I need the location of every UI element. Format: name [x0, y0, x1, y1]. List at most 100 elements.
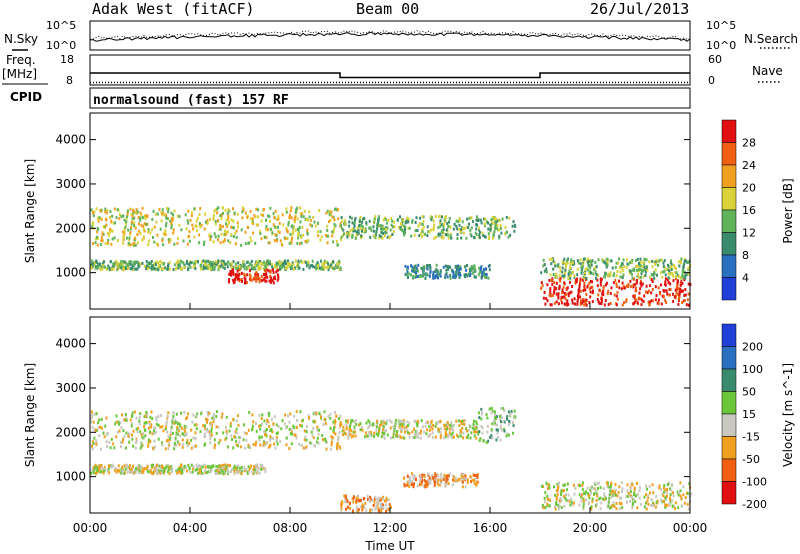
- echo-cell: [380, 231, 383, 234]
- echo-cell: [200, 263, 202, 267]
- echo-cell: [128, 463, 131, 467]
- echo-cell: [682, 493, 685, 497]
- echo-cell: [240, 278, 243, 281]
- echo-cell: [461, 480, 464, 484]
- echo-cell: [672, 263, 675, 267]
- echo-cell: [436, 272, 439, 276]
- echo-cell: [395, 419, 398, 422]
- echo-cell: [639, 279, 642, 283]
- echo-cell: [385, 507, 388, 511]
- echo-cell: [569, 276, 572, 280]
- echo-cell: [669, 287, 672, 291]
- echo-cell: [612, 501, 615, 505]
- echo-cell: [597, 486, 599, 490]
- echo-cell: [625, 495, 628, 499]
- echo-cell: [382, 419, 385, 423]
- echo-cell: [503, 429, 506, 433]
- echo-cell: [638, 489, 641, 493]
- echo-cell: [174, 418, 177, 422]
- echo-cell: [141, 238, 144, 242]
- echo-cell: [344, 419, 347, 423]
- echo-cell: [247, 428, 250, 432]
- echo-cell: [179, 424, 182, 428]
- echo-cell: [567, 273, 570, 277]
- echo-cell: [315, 266, 318, 270]
- echo-cell: [480, 417, 483, 421]
- echo-cell: [160, 219, 163, 223]
- echo-cell: [443, 218, 446, 222]
- echo-cell: [478, 416, 481, 420]
- echo-cell: [429, 478, 432, 482]
- echo-cell: [228, 429, 231, 433]
- echo-cell: [248, 269, 251, 273]
- echo-cell: [224, 229, 226, 233]
- echo-cell: [440, 427, 443, 431]
- echo-cell: [107, 238, 110, 242]
- echo-cell: [381, 503, 384, 507]
- echo-cell: [469, 272, 472, 276]
- echo-cell: [440, 472, 443, 476]
- echo-cell: [170, 222, 173, 225]
- echo-cell: [101, 232, 104, 236]
- echo-cell: [375, 506, 378, 510]
- echo-cell: [644, 268, 646, 272]
- echo-cell: [283, 422, 286, 426]
- echo-cell: [116, 239, 119, 243]
- echo-cell: [229, 421, 232, 425]
- echo-cell: [176, 422, 179, 426]
- echo-cell: [255, 463, 258, 467]
- echo-cell: [238, 279, 241, 283]
- echo-cell: [639, 502, 642, 506]
- echo-cell: [129, 418, 132, 422]
- echo-cell: [90, 416, 93, 420]
- echo-cell: [334, 419, 337, 423]
- echo-cell: [125, 220, 128, 224]
- echo-cell: [335, 240, 338, 243]
- echo-cell: [386, 235, 389, 239]
- echo-cell: [242, 438, 245, 442]
- echo-cell: [407, 481, 409, 485]
- echo-cell: [275, 438, 278, 442]
- echo-cell: [377, 433, 380, 437]
- echo-cell: [183, 464, 186, 468]
- echo-cell: [238, 436, 241, 440]
- colorbar-tick-label: 16: [742, 204, 756, 217]
- echo-cell: [560, 506, 563, 509]
- echo-cell: [427, 472, 430, 476]
- echo-cell: [358, 423, 361, 427]
- echo-cell: [274, 233, 277, 237]
- echo-cell: [161, 425, 164, 429]
- echo-cell: [447, 224, 450, 228]
- echo-cell: [209, 432, 211, 436]
- echo-cell: [640, 272, 643, 275]
- echo-cell: [292, 263, 295, 267]
- echo-cell: [157, 464, 160, 468]
- echo-cell: [248, 411, 251, 414]
- echo-cell: [372, 229, 375, 233]
- echo-cell: [473, 267, 476, 271]
- echo-cell: [423, 430, 425, 434]
- echo-cell: [427, 479, 430, 483]
- echo-cell: [102, 264, 105, 268]
- echo-cell: [242, 208, 245, 212]
- velocity-panel-frame: [89, 316, 691, 514]
- echo-cell: [403, 224, 406, 228]
- echo-cell: [447, 435, 450, 439]
- echo-cell: [111, 237, 114, 241]
- echo-cell: [590, 260, 593, 264]
- echo-cell: [590, 491, 592, 495]
- echo-cell: [439, 221, 442, 225]
- echo-cell: [428, 424, 431, 428]
- echo-cell: [451, 431, 454, 435]
- echo-cell: [337, 438, 339, 442]
- echo-cell: [643, 257, 646, 261]
- echo-cell: [633, 486, 636, 490]
- echo-cell: [396, 434, 399, 438]
- echo-cell: [378, 427, 381, 431]
- echo-cell: [324, 437, 327, 441]
- echo-cell: [360, 234, 363, 238]
- echo-cell: [214, 469, 217, 473]
- echo-cell: [669, 500, 672, 504]
- echo-cell: [232, 278, 235, 282]
- echo-cell: [232, 207, 234, 211]
